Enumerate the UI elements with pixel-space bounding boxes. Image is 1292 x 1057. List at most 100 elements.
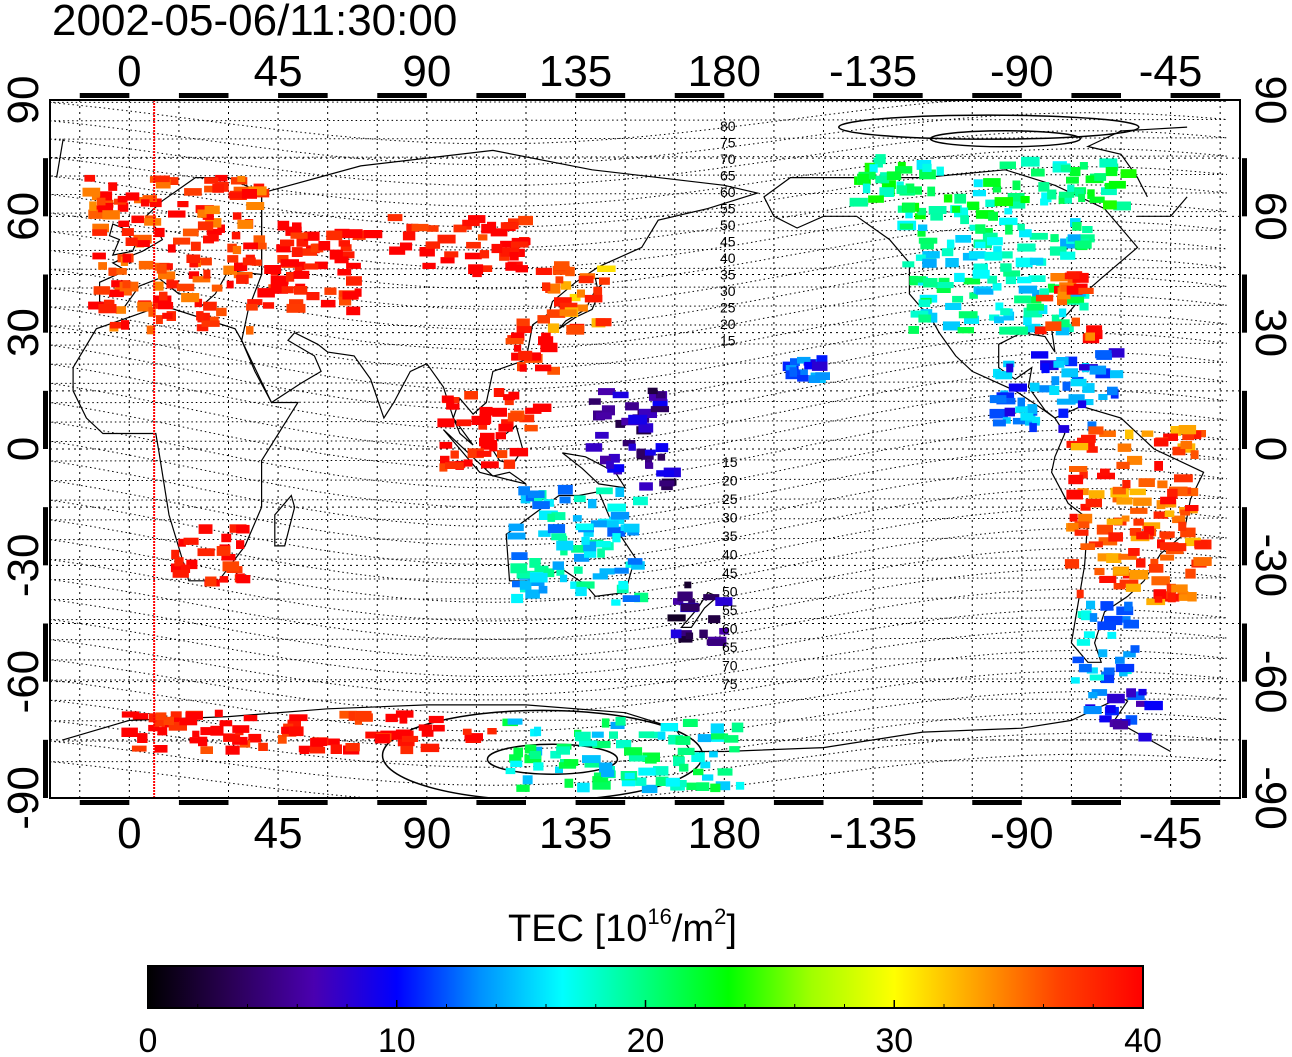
frame-bar-left (43, 158, 48, 217)
x-tick-label-top: -135 (829, 47, 917, 96)
tec-cell-north-america (920, 241, 934, 250)
tec-cell-australia (512, 580, 528, 588)
contour-label: 30 (722, 510, 738, 526)
tec-cell-western-russia (340, 244, 352, 252)
tec-cell-western-russia (270, 275, 289, 285)
tec-cell-antarctica-east (724, 735, 739, 743)
tec-cell-south-america (1064, 559, 1080, 569)
tec-cell-antarctica-east (624, 772, 635, 779)
tec-cell-australia (511, 552, 528, 560)
tec-cell-north-america (987, 275, 998, 284)
tec-cell-patagonia (1070, 677, 1080, 684)
tec-cell-europe (144, 218, 162, 226)
tec-cell-europe (246, 304, 258, 311)
tec-cell-europe (176, 283, 195, 292)
tec-cell-se-asia (493, 388, 505, 397)
tec-cell-japan (578, 275, 594, 284)
x-tick-label-bottom: -135 (829, 809, 917, 858)
tec-cell-caribbean (1107, 386, 1118, 396)
tec-cell-antarctica-east (599, 762, 613, 773)
tec-cell-south-america (1096, 524, 1113, 535)
frame-bar-top (278, 93, 328, 98)
tec-cell-patagonia (1115, 663, 1135, 673)
tec-cell-western-russia (329, 249, 343, 260)
tec-cell-antarctic-coast (223, 733, 241, 742)
tec-cell-central-asia (426, 225, 439, 232)
x-tick-label-top: 90 (402, 47, 451, 96)
tec-cell-europe (204, 177, 219, 184)
contour-label: 60 (722, 621, 738, 637)
tec-cell-australia (581, 536, 590, 545)
tec-cell-south-america (1180, 441, 1193, 449)
tec-cell-australia (614, 567, 629, 574)
tec-cell-western-russia (306, 292, 320, 301)
tec-cell-japan (597, 265, 616, 272)
tec-cell-west-pacific (598, 388, 615, 396)
tec-cell-central-asia (419, 247, 435, 257)
frame-bar-bottom (674, 800, 725, 805)
colorbar-title-exponent2: 2 (714, 904, 727, 929)
tec-cell-australia (607, 526, 626, 537)
tec-cell-south-america (1153, 438, 1169, 447)
tec-cell-south-america (1116, 497, 1133, 505)
tec-cell-europe (146, 325, 156, 335)
tec-cell-south-america (1170, 426, 1182, 436)
tec-cell-south-america (1077, 488, 1089, 496)
tec-cell-south-america (1133, 497, 1152, 506)
frame-bar-right (1242, 623, 1247, 682)
tec-cell-south-america (1122, 480, 1131, 489)
tec-cell-western-russia (264, 265, 282, 274)
tec-cell-australia (597, 548, 605, 558)
tec-cell-north-america (958, 311, 978, 319)
tec-cell-western-russia (310, 243, 324, 253)
tec-cell-antarctic-coast (356, 710, 372, 720)
tec-cell-antarctic-coast (153, 719, 165, 727)
tec-cell-western-russia (363, 230, 383, 239)
tec-cell-japan (595, 318, 612, 327)
tec-cell-antarctic-coast (348, 711, 356, 721)
tec-cell-south-america (1164, 510, 1175, 517)
tec-cell-se-asia (456, 419, 472, 427)
tec-cell-south-america (1168, 543, 1187, 552)
tec-cell-north-canada (881, 180, 896, 189)
samerica-coast (1050, 405, 1205, 663)
tec-cell-australia (584, 550, 597, 558)
tec-cell-caribbean (1068, 394, 1085, 404)
tec-cell-south-america (1184, 487, 1199, 497)
tec-cell-south-america (1190, 450, 1199, 459)
tec-cell-east-china (540, 342, 558, 353)
tec-cell-north-america (1058, 319, 1070, 328)
tec-cell-north-canada (1067, 184, 1075, 192)
tec-cell-se-asia (532, 403, 552, 412)
tec-cell-north-canada (1074, 188, 1084, 197)
tec-cell-north-america (1019, 229, 1032, 238)
tec-cell-north-america (964, 315, 980, 324)
tec-cell-north-canada (1113, 201, 1131, 211)
colorbar-tick-label: 20 (627, 1022, 665, 1057)
tec-cell-europe (122, 254, 132, 263)
tec-cell-us-east (1057, 291, 1071, 300)
tec-cell-se-asia (479, 437, 490, 447)
tec-cell-south-america (1080, 543, 1095, 550)
tec-cell-antarctic-coast (243, 714, 258, 722)
tec-cell-antarctic-coast (258, 742, 268, 751)
tec-cell-caribbean (1053, 360, 1065, 368)
tec-cell-europe (231, 231, 241, 240)
tec-cell-se-asia (441, 395, 454, 403)
tec-cell-antarctic-coast (210, 725, 224, 736)
tec-cell-hawaii (790, 358, 800, 366)
tec-cell-north-america (973, 263, 988, 271)
tec-cell-europe (207, 234, 219, 242)
tec-cell-north-canada (1047, 189, 1057, 200)
tec-cell-north-america (982, 232, 998, 242)
frame-bar-right (1242, 739, 1247, 798)
tec-cell-antarctic-coast (395, 710, 414, 718)
contour-label: 75 (722, 676, 738, 692)
tec-cell-south-america (1076, 589, 1084, 599)
tec-cell-se-asia (504, 398, 514, 406)
tec-cell-north-america (922, 258, 937, 268)
tec-cell-europe (98, 304, 117, 314)
tec-cell-east-china (513, 344, 522, 352)
y-tick-label-right: 60 (1246, 192, 1292, 241)
tec-cell-antarctica-east (696, 782, 710, 791)
